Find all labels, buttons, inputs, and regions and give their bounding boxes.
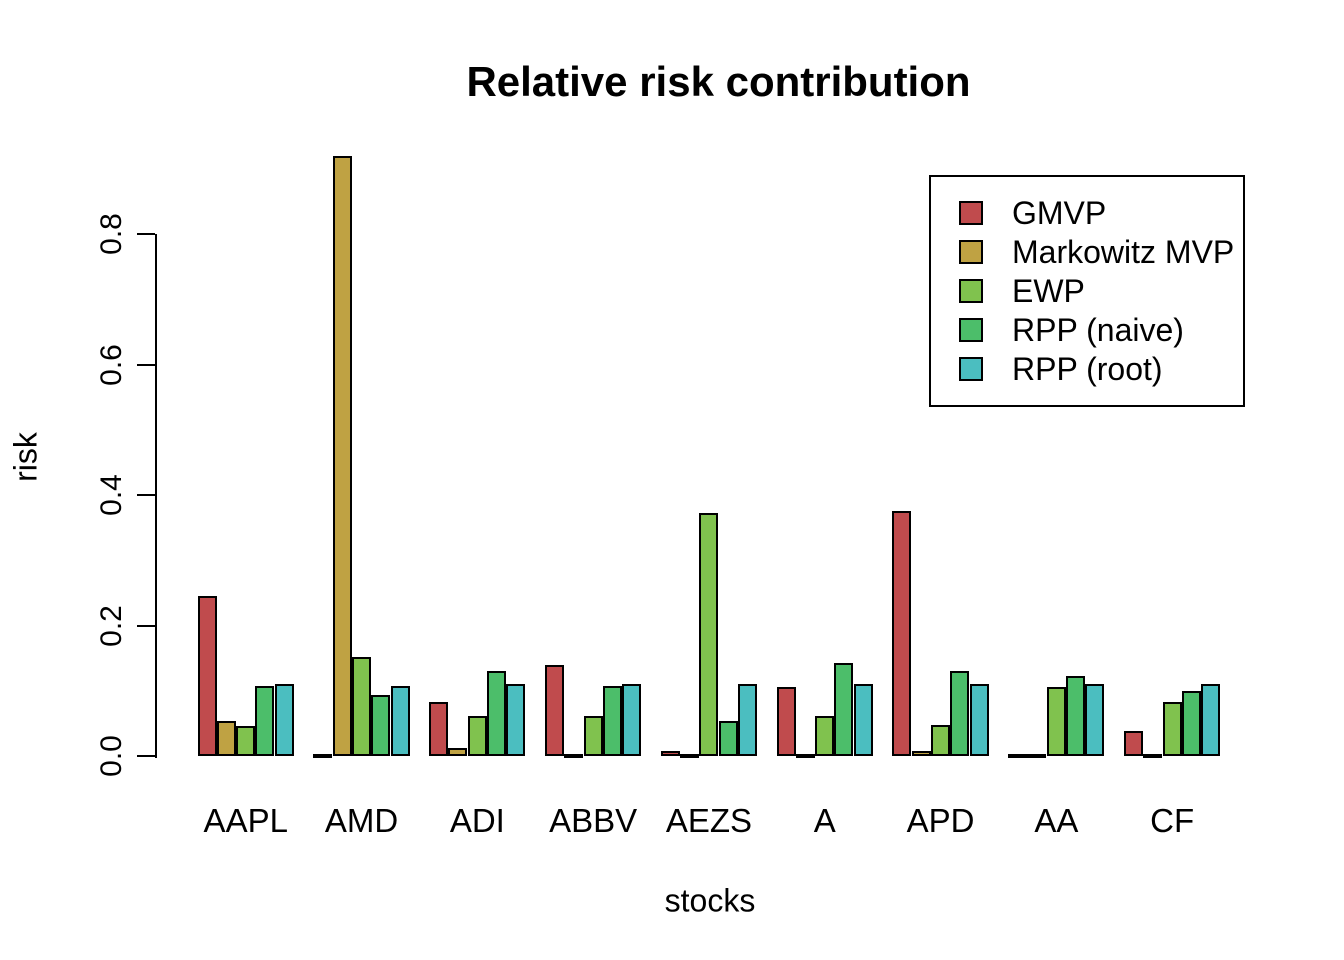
bar-AAPL-gmvp: [198, 596, 217, 756]
bar-AEZS-ewp: [699, 513, 718, 756]
bar-AEZS-rpp-root-: [738, 684, 757, 756]
legend-item-markowitz-mvp: Markowitz MVP: [959, 233, 1243, 272]
x-category-label-apd: APD: [906, 802, 975, 839]
bar-APD-markowitz-mvp: [912, 751, 931, 756]
legend-swatch-icon: [959, 357, 983, 381]
legend-item-rpp-root-: RPP (root): [959, 350, 1243, 389]
legend-item-label: RPP (naive): [1012, 311, 1184, 348]
bar-ABBV-markowitz-mvp: [564, 754, 583, 758]
bar-A-ewp: [815, 716, 834, 756]
bar-APD-ewp: [931, 725, 950, 756]
y-axis-tick-label: 0.8: [95, 213, 128, 255]
bar-CF-markowitz-mvp: [1143, 754, 1162, 758]
bar-AA-rpp-naive-: [1066, 676, 1085, 756]
bar-AAPL-rpp-naive-: [255, 686, 274, 756]
y-axis-line: [155, 234, 157, 758]
y-axis-tick: [137, 494, 155, 496]
x-category-label-cf: CF: [1150, 802, 1195, 839]
bar-AA-markowitz-mvp: [1027, 754, 1046, 758]
legend-swatch-icon: [959, 279, 983, 303]
bar-A-rpp-naive-: [834, 663, 853, 756]
bar-AMD-markowitz-mvp: [333, 156, 352, 756]
bar-AEZS-markowitz-mvp: [680, 754, 699, 758]
legend-item-label: RPP (root): [1012, 350, 1163, 387]
bar-AAPL-ewp: [236, 726, 255, 756]
bar-A-gmvp: [777, 687, 796, 756]
y-axis-tick-label: 0.6: [95, 343, 128, 386]
bar-CF-gmvp: [1124, 731, 1143, 756]
y-axis-title: risk: [7, 432, 44, 482]
bar-ADI-markowitz-mvp: [448, 748, 467, 756]
x-category-label-adi: ADI: [449, 802, 505, 839]
bar-CF-rpp-naive-: [1182, 691, 1201, 756]
bar-ADI-ewp: [468, 716, 487, 756]
bar-ABBV-gmvp: [545, 665, 564, 756]
bar-AMD-rpp-root-: [391, 686, 410, 756]
bar-AEZS-rpp-naive-: [719, 721, 738, 756]
x-category-label-aapl: AAPL: [203, 802, 288, 839]
legend-item-gmvp: GMVP: [959, 194, 1243, 233]
bar-AMD-ewp: [352, 657, 371, 756]
x-category-label-aezs: AEZS: [665, 802, 753, 839]
bar-AAPL-rpp-root-: [275, 684, 294, 756]
x-category-label-a: A: [813, 802, 836, 839]
bar-AMD-gmvp: [313, 754, 332, 758]
legend-item-rpp-naive-: RPP (naive): [959, 311, 1243, 350]
x-category-label-amd: AMD: [324, 802, 399, 839]
bar-ABBV-rpp-naive-: [603, 686, 622, 756]
bar-ABBV-ewp: [584, 716, 603, 756]
bar-ADI-rpp-root-: [506, 684, 525, 756]
bar-ABBV-rpp-root-: [622, 684, 641, 756]
bar-ADI-rpp-naive-: [487, 671, 506, 756]
y-axis-tick: [137, 363, 155, 366]
legend-item-ewp: EWP: [959, 272, 1243, 311]
bar-APD-rpp-root-: [970, 684, 989, 756]
y-axis-tick: [137, 624, 155, 627]
x-category-label-aa: AA: [1034, 802, 1079, 839]
y-axis-tick-label: 0.0: [95, 735, 128, 777]
bar-AA-gmvp: [1008, 754, 1027, 758]
bar-CF-rpp-root-: [1201, 684, 1220, 756]
y-axis-tick-label: 0.4: [95, 474, 128, 516]
y-axis-tick: [137, 755, 155, 757]
y-axis-tick: [137, 233, 155, 235]
bar-AA-ewp: [1047, 687, 1066, 756]
bar-A-rpp-root-: [854, 684, 873, 756]
legend-swatch-icon: [959, 201, 983, 225]
bar-AAPL-markowitz-mvp: [217, 721, 236, 756]
bar-APD-rpp-naive-: [950, 671, 969, 756]
bar-ADI-gmvp: [429, 702, 448, 756]
bar-CF-ewp: [1163, 702, 1182, 756]
x-category-label-abbv: ABBV: [549, 802, 638, 839]
legend-item-label: GMVP: [1012, 194, 1107, 231]
legend-item-label: EWP: [1012, 272, 1085, 309]
legend-swatch-icon: [959, 240, 983, 264]
bar-APD-gmvp: [892, 511, 911, 756]
legend: GMVP Markowitz MVP EWP RPP (naive) RPP (root…: [929, 175, 1245, 407]
bar-AEZS-gmvp: [661, 751, 680, 756]
x-axis-title: stocks: [664, 882, 756, 919]
legend-swatch-icon: [959, 318, 983, 342]
y-axis-tick-label: 0.2: [95, 604, 128, 647]
bar-AMD-rpp-naive-: [371, 695, 390, 756]
chart-title: Relative risk contribution: [466, 58, 971, 105]
legend-item-label: Markowitz MVP: [1012, 233, 1235, 270]
bar-A-markowitz-mvp: [796, 754, 815, 758]
bar-AA-rpp-root-: [1085, 684, 1104, 756]
